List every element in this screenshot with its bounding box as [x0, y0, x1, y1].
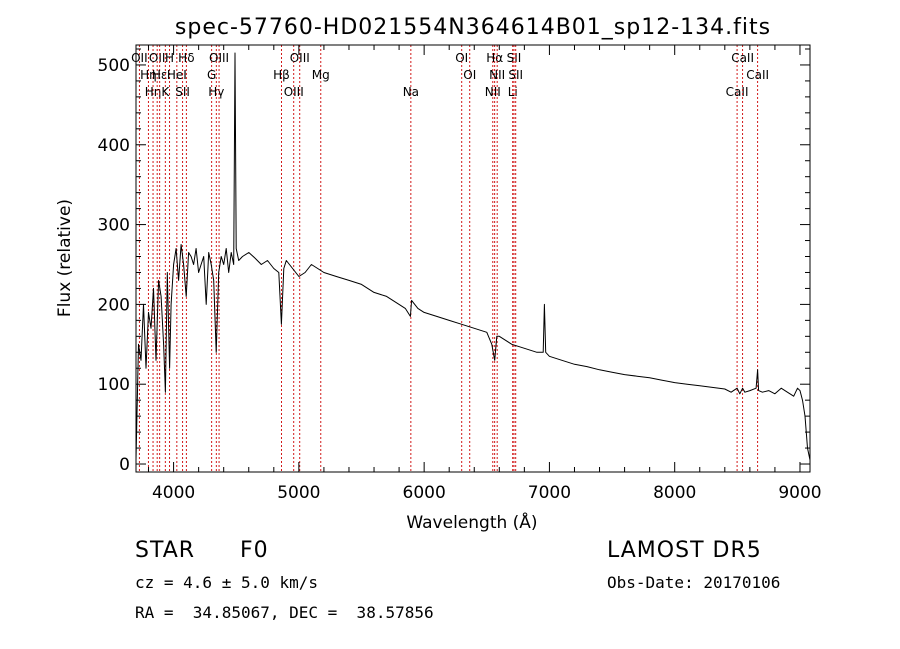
- object-class: STAR: [135, 538, 196, 563]
- line-marker-label: Na: [403, 85, 419, 99]
- line-marker-label: Hα: [486, 51, 503, 65]
- line-marker-label: Hδ: [178, 51, 194, 65]
- line-marker-label: HeI: [167, 68, 187, 82]
- line-marker-label: NII: [485, 85, 501, 99]
- line-marker-label: Hε: [152, 68, 168, 82]
- line-marker-label: NII: [489, 68, 505, 82]
- line-marker-label: CaII: [746, 68, 769, 82]
- line-marker-label: Hη: [140, 68, 157, 82]
- y-axis-label: Flux (relative): [55, 199, 75, 317]
- line-marker-label: SII: [507, 51, 522, 65]
- line-marker-label: SII: [175, 85, 190, 99]
- plot-axes: 4000 5000 6000 7000 8000 9000 0 100 200 300 400 500: [98, 44, 822, 503]
- observation-date: Obs-Date: 20170106: [607, 573, 781, 592]
- plot-frame: [135, 44, 811, 473]
- x-tick-label: 6000: [403, 483, 446, 503]
- line-marker-label: CaII: [726, 85, 749, 99]
- y-tick-label: 400: [98, 136, 130, 156]
- x-tick-label: 5000: [277, 483, 320, 503]
- line-marker-label: Hβ: [273, 68, 290, 82]
- line-marker-label: K: [161, 85, 170, 99]
- y-tick-label: 200: [98, 295, 130, 315]
- x-tick-label: 7000: [528, 483, 571, 503]
- spectrum-series: [135, 52, 811, 461]
- line-marker-label: Hγ: [208, 85, 224, 99]
- y-tick-label: 500: [98, 56, 130, 76]
- x-tick-label: 4000: [152, 483, 195, 503]
- line-marker-label: OIII: [209, 51, 229, 65]
- spectrum-line: [135, 52, 811, 461]
- line-marker-label: OII: [149, 51, 166, 65]
- chart-title: spec-57760-HD021554N364614B01_sp12-134.f…: [175, 15, 771, 40]
- x-tick-label: 8000: [653, 483, 696, 503]
- line-marker-label: OIII: [290, 51, 310, 65]
- x-tick-label: 9000: [778, 483, 821, 503]
- line-marker-label: OII: [131, 51, 148, 65]
- line-marker-label: OIII: [284, 85, 304, 99]
- line-marker-label: Mg: [312, 68, 330, 82]
- line-marker-label: OI: [455, 51, 468, 65]
- object-subclass: F0: [240, 538, 269, 563]
- line-marker-label: Li: [508, 85, 518, 99]
- survey-name: LAMOST DR5: [607, 538, 762, 563]
- y-tick-label: 0: [119, 455, 130, 475]
- line-marker-label: CaII: [731, 51, 754, 65]
- redshift-velocity: cz = 4.6 ± 5.0 km/s: [135, 573, 319, 592]
- y-tick-label: 100: [98, 375, 130, 395]
- line-marker-label: G: [207, 68, 216, 82]
- line-marker-label: SII: [508, 68, 523, 82]
- line-marker-label: OI: [463, 68, 476, 82]
- coordinates: RA = 34.85067, DEC = 38.57856: [135, 603, 434, 622]
- y-tick-label: 300: [98, 216, 130, 236]
- x-axis-label: Wavelength (Å): [406, 511, 537, 533]
- line-marker-label: Hη: [145, 85, 162, 99]
- line-marker-label: H: [165, 51, 174, 65]
